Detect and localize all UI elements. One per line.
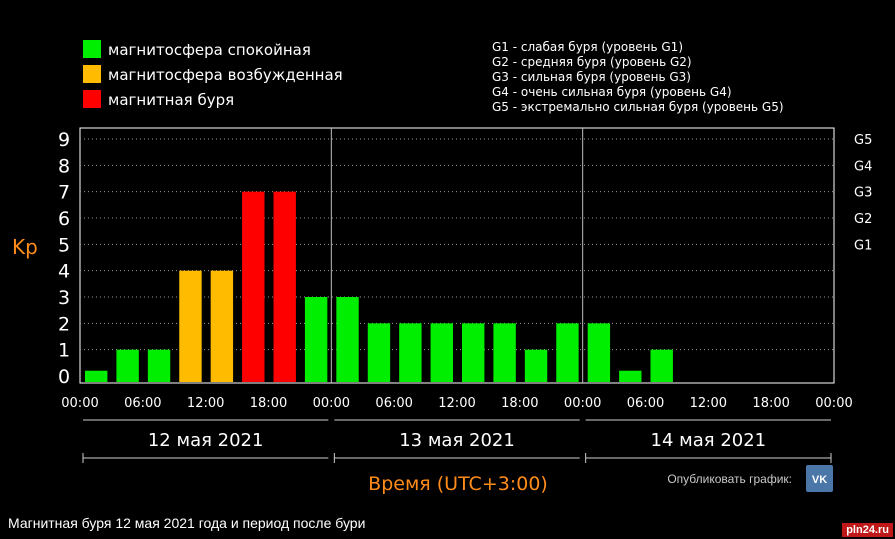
y-tick-label: 6: [58, 208, 70, 230]
bar: [430, 323, 453, 382]
x-tick-label: 18:00: [501, 396, 538, 411]
x-tick-label: 12:00: [187, 396, 224, 411]
image-caption: Магнитная буря 12 мая 2021 года и период…: [8, 515, 366, 531]
legend: магнитосфера спокойная магнитосфера возб…: [83, 40, 343, 109]
x-tick-label: 12:00: [690, 396, 727, 411]
bar: [242, 191, 265, 382]
bar: [462, 323, 485, 382]
x-tick-label: 00:00: [815, 396, 852, 411]
y-tick-label: 8: [58, 155, 70, 177]
publish-chart[interactable]: Опубликовать график: VK: [667, 465, 833, 492]
y-tick-label: 4: [58, 261, 70, 283]
legend-label-storm: магнитная буря: [108, 91, 234, 109]
bars: [85, 191, 673, 382]
x-tick-label: 18:00: [752, 396, 789, 411]
y-tick-label: 0: [58, 366, 70, 388]
bar: [619, 370, 642, 382]
y-tick-label: 7: [58, 182, 70, 204]
storm-level-label: G5: [854, 133, 872, 148]
legend-swatch-storm: [83, 90, 101, 108]
day-labels: 12 мая 2021 13 мая 2021 14 мая 2021: [82, 419, 832, 463]
vk-button[interactable]: [806, 465, 833, 492]
bar: [524, 349, 548, 382]
vk-icon[interactable]: VK: [812, 474, 827, 486]
bar: [493, 323, 516, 382]
legend-label-quiet: магнитосфера спокойная: [108, 41, 311, 59]
legend-swatch-quiet: [83, 40, 101, 58]
day-label: 14 мая 2021: [651, 430, 767, 451]
storm-scale-g2: G2 - средняя буря (уровень G2): [492, 55, 692, 69]
y-axis-label: Kp: [12, 235, 38, 259]
watermark: pln24.ru: [842, 523, 893, 537]
bar: [85, 370, 108, 382]
x-tick-label: 06:00: [627, 396, 664, 411]
x-axis-label: Время (UTC+3:00): [368, 473, 548, 495]
bar: [304, 297, 328, 382]
bar: [116, 349, 139, 382]
x-axis-ticks: 00:00 06:00 12:00 18:00 00:00 06:00 12:00 18:00…: [61, 396, 852, 411]
x-tick-label: 12:00: [438, 396, 475, 411]
storm-level-ticks: G1 G2 G3 G4 G5: [854, 133, 872, 253]
x-tick-label: 00:00: [313, 396, 350, 411]
x-tick-label: 18:00: [250, 396, 287, 411]
x-tick-label: 06:00: [124, 396, 161, 411]
grid: [80, 128, 834, 383]
storm-scale-g4: G4 - очень сильная буря (уровень G4): [492, 85, 732, 99]
legend-label-active: магнитосфера возбужденная: [108, 66, 343, 84]
publish-label: Опубликовать график:: [667, 472, 792, 486]
y-tick-label: 3: [58, 287, 70, 309]
bar: [210, 270, 234, 382]
bar: [273, 191, 296, 382]
bar: [556, 323, 579, 382]
storm-level-label: G3: [854, 186, 872, 201]
storm-level-label: G1: [854, 238, 872, 253]
bar: [650, 349, 673, 382]
top-glow: [130, 0, 770, 40]
y-tick-label: 9: [58, 129, 70, 151]
storm-scale-legend: G1 - слабая буря (уровень G1) G2 - средн…: [492, 40, 784, 114]
bar: [587, 323, 611, 382]
y-tick-label: 1: [58, 340, 70, 362]
storm-level-label: G4: [854, 159, 872, 174]
storm-scale-g1: G1 - слабая буря (уровень G1): [492, 40, 683, 54]
storm-scale-g5: G5 - экстремально сильная буря (уровень …: [492, 100, 784, 114]
bar: [399, 323, 422, 382]
y-tick-label: 2: [58, 313, 70, 335]
storm-scale-g3: G3 - сильная буря (уровень G3): [492, 70, 691, 84]
x-tick-label: 00:00: [564, 396, 601, 411]
bar: [179, 270, 202, 382]
y-tick-label: 5: [58, 234, 70, 256]
x-tick-label: 00:00: [61, 396, 98, 411]
plot-frame: [79, 127, 835, 384]
day-label: 13 мая 2021: [399, 430, 515, 451]
bar: [367, 323, 391, 382]
x-tick-label: 06:00: [375, 396, 412, 411]
kp-chart: магнитосфера спокойная магнитосфера возб…: [12, 0, 873, 495]
y-axis-ticks: 0 1 2 3 4 5 6 7 8 9: [58, 129, 70, 388]
bar: [336, 297, 359, 382]
day-label: 12 мая 2021: [148, 430, 264, 451]
legend-swatch-active: [83, 65, 101, 83]
bar: [147, 349, 171, 382]
storm-level-label: G2: [854, 212, 872, 227]
